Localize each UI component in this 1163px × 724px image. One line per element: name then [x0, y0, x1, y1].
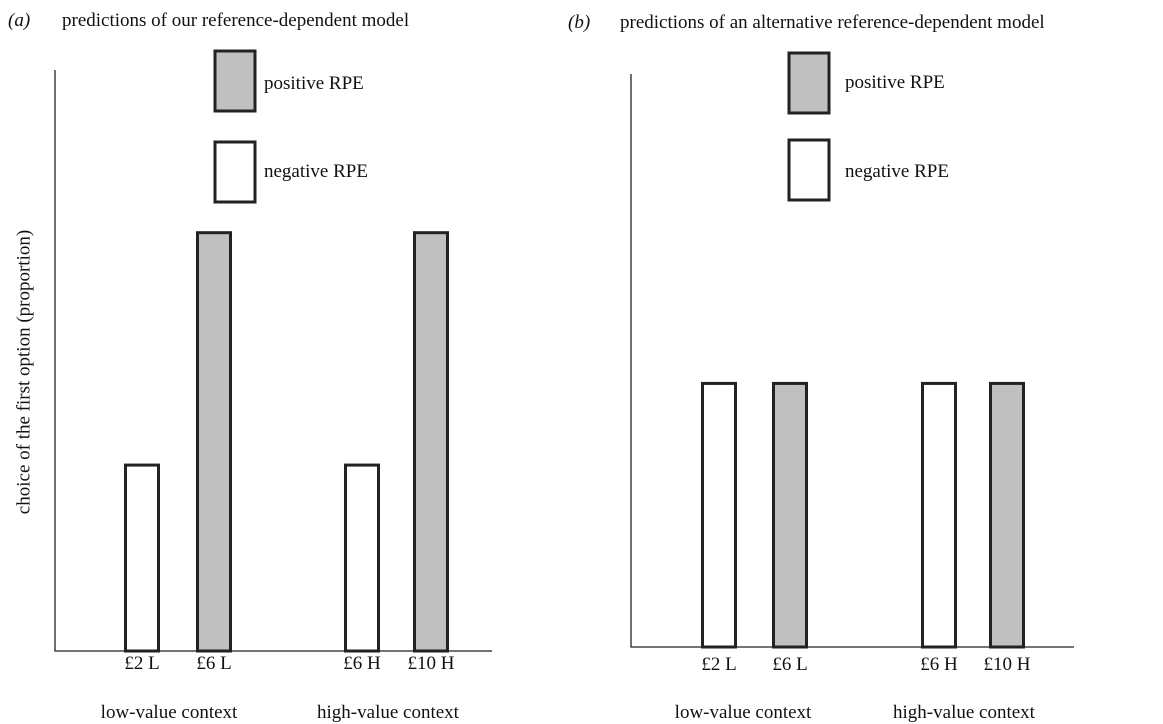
panel-b-group-high: high-value context	[893, 702, 1036, 723]
panel-a-title: predictions of our reference-dependent m…	[62, 10, 409, 31]
x-tick-label: £6 L	[196, 653, 231, 674]
legend-negative-label: negative RPE	[264, 161, 368, 182]
bar-6-h	[344, 463, 380, 653]
x-tick-label: £10 H	[984, 654, 1031, 675]
legend-negative-label: negative RPE	[845, 161, 949, 182]
x-tick-label: £2 L	[124, 653, 159, 674]
panel-b-bars	[701, 381, 1025, 649]
x-tick-label: £6 H	[920, 654, 958, 675]
panel-b: (b) predictions of an alternative refere…	[568, 12, 1074, 723]
x-tick-label: £2 L	[701, 654, 736, 675]
x-tick-label: £10 H	[408, 653, 455, 674]
legend-positive-label: positive RPE	[264, 73, 364, 94]
x-tick-label: £6 L	[772, 654, 807, 675]
panel-a-group-low: low-value context	[101, 702, 238, 723]
legend-positive-label: positive RPE	[845, 72, 945, 93]
panel-b-title: predictions of an alternative reference-…	[620, 12, 1045, 33]
panel-a-group-high: high-value context	[317, 702, 460, 723]
legend-negative-swatch	[787, 138, 831, 202]
panel-a-label: (a)	[8, 10, 30, 31]
x-tick-label: £6 H	[343, 653, 381, 674]
bar-10-h	[413, 231, 449, 653]
panel-b-tick-labels: £2 L £6 L £6 H £10 H	[701, 654, 1030, 675]
bar-10-h	[989, 381, 1025, 649]
panel-a: (a) predictions of our reference-depende…	[8, 10, 492, 723]
panel-a-tick-labels: £2 L £6 L £6 H £10 H	[124, 653, 454, 674]
panel-a-legend: positive RPE negative RPE	[213, 49, 368, 204]
bar-6-l	[772, 381, 808, 649]
legend-negative-swatch	[213, 140, 257, 204]
bar-2-l	[701, 381, 737, 649]
bar-6-l	[196, 231, 232, 653]
bar-6-h	[921, 381, 957, 649]
legend-positive-swatch	[787, 51, 831, 115]
legend-positive-swatch	[213, 49, 257, 113]
bar-2-l	[124, 463, 160, 653]
panel-a-bars	[124, 231, 449, 653]
panel-b-legend: positive RPE negative RPE	[787, 51, 949, 202]
y-axis-label: choice of the first option (proportion)	[13, 230, 34, 514]
panel-b-label: (b)	[568, 12, 590, 33]
panel-b-group-low: low-value context	[675, 702, 812, 723]
